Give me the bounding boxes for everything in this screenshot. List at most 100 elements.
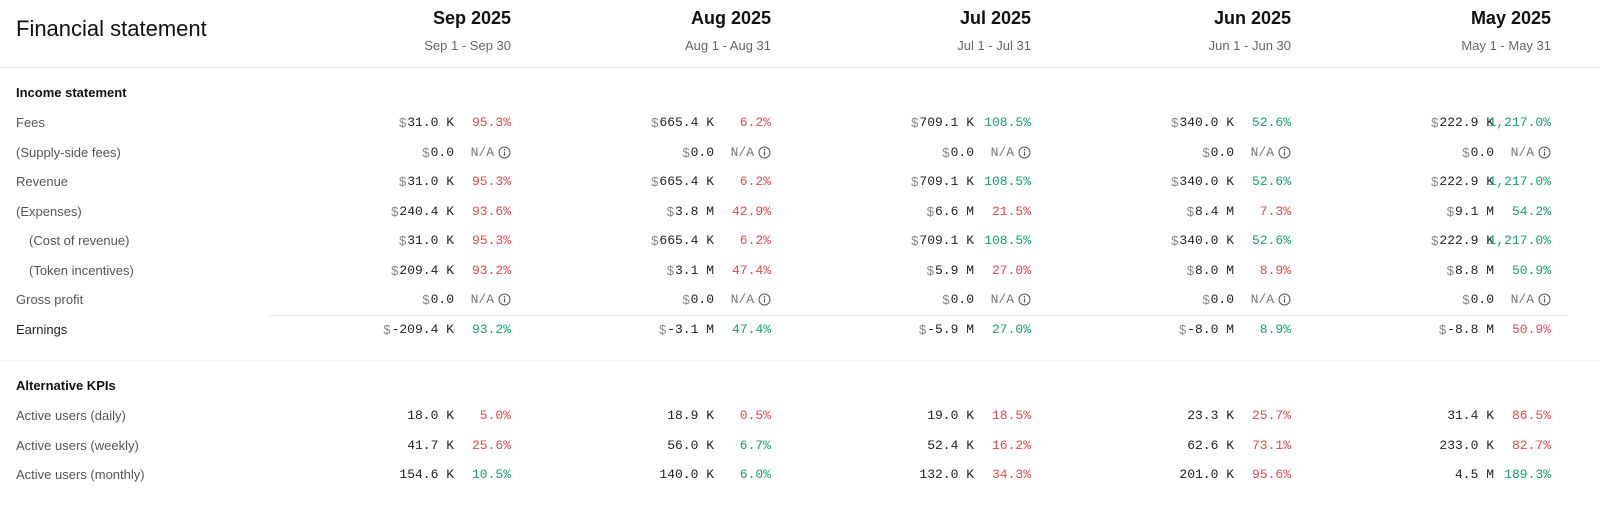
change-text: 25.7% xyxy=(1251,408,1291,424)
change: 34.3% xyxy=(974,467,1031,482)
change: 6.2% xyxy=(714,174,771,189)
change: 95.6% xyxy=(1234,467,1291,482)
change: 108.5% xyxy=(974,174,1031,189)
change-text: 93.2% xyxy=(471,262,511,278)
row: (Expenses) $240.4 K 93.6% $3.8 M 42.9% $6.6 M… xyxy=(0,197,1600,227)
amount: 340.0 K xyxy=(1179,115,1234,131)
row-label: Earnings xyxy=(16,321,68,337)
row: Revenue $31.0 K 95.3% $665.4 K 6.2% $709.1 K 1… xyxy=(0,167,1600,197)
amount: 0.0 xyxy=(430,292,454,308)
cell: $9.1 M 54.2% xyxy=(1291,204,1551,219)
change-text: 27.0% xyxy=(991,321,1031,337)
change: 189.3% xyxy=(1494,467,1551,482)
month: May 2025 xyxy=(1470,8,1551,28)
info-icon[interactable] xyxy=(1538,146,1551,159)
change: 93.2% xyxy=(454,322,511,337)
amount: 4.5 M xyxy=(1454,467,1494,483)
cell: $31.0 K 95.3% xyxy=(251,174,511,189)
date-range: May 1 - May 31 xyxy=(1461,38,1551,53)
change-text: 95.3% xyxy=(471,174,511,190)
change-text: 42.9% xyxy=(731,203,771,219)
change-text: 93.2% xyxy=(471,321,511,337)
cell: $0.0 N/A xyxy=(511,292,771,307)
change: 1,217.0% xyxy=(1489,233,1551,248)
cell: $8.0 M 8.9% xyxy=(1031,263,1291,278)
amount: 5.9 M xyxy=(934,262,974,278)
change: 50.9% xyxy=(1494,322,1551,337)
cell: 31.4 K 86.5% xyxy=(1291,408,1551,423)
amount: 6.6 M xyxy=(934,203,974,219)
cell: 201.0 K 95.6% xyxy=(1031,467,1291,482)
cell: $31.0 K 95.3% xyxy=(251,115,511,130)
change: 93.6% xyxy=(454,204,511,219)
info-icon[interactable] xyxy=(1278,293,1291,306)
info-icon[interactable] xyxy=(758,146,771,159)
cell: $340.0 K 52.6% xyxy=(1031,233,1291,248)
currency: $ xyxy=(1186,203,1194,219)
change: 10.5% xyxy=(454,467,511,482)
change: N/A xyxy=(1234,145,1291,160)
change-text: 27.0% xyxy=(991,262,1031,278)
row-label: Active users (monthly) xyxy=(16,467,145,483)
change-text: 108.5% xyxy=(984,174,1031,190)
info-icon[interactable] xyxy=(1278,146,1291,159)
info-icon[interactable] xyxy=(1538,293,1551,306)
amount: -5.9 M xyxy=(927,321,974,337)
cell: $ -5.9 M 27.0% xyxy=(771,322,1031,337)
cell: $222.9 K 1,217.0% xyxy=(1291,233,1551,248)
change: N/A xyxy=(454,292,511,307)
info-icon[interactable] xyxy=(1018,146,1031,159)
currency: $ xyxy=(398,115,407,131)
currency: $ xyxy=(651,115,659,131)
amount: 19.0 K xyxy=(927,408,974,424)
cell: 52.4 K 16.2% xyxy=(771,438,1031,453)
cell: $ -209.4 K 93.2% xyxy=(251,322,511,337)
change-text: 95.3% xyxy=(471,233,511,249)
info-icon[interactable] xyxy=(758,293,771,306)
cell: $0.0 N/A xyxy=(251,292,511,307)
change: N/A xyxy=(714,145,771,160)
amount: 665.4 K xyxy=(659,233,714,249)
cell: $3.8 M 42.9% xyxy=(511,204,771,219)
amount: 41.7 K xyxy=(407,437,454,453)
cell: 56.0 K 6.7% xyxy=(511,438,771,453)
currency: $ xyxy=(651,233,659,249)
info-icon[interactable] xyxy=(498,146,511,159)
cell: $0.0 N/A xyxy=(1031,145,1291,160)
change: N/A xyxy=(714,292,771,307)
section: Income statement Fees $31.0 K 95.3% $665.4 K… xyxy=(0,68,1600,361)
month: Sep 2025 xyxy=(432,8,511,28)
title: Financial statement xyxy=(16,16,207,41)
amount: 222.9 K xyxy=(1439,174,1494,190)
amount: 340.0 K xyxy=(1179,174,1234,190)
change-text: N/A xyxy=(1250,292,1274,308)
amount: 665.4 K xyxy=(659,174,714,190)
cell: 132.0 K 34.3% xyxy=(771,467,1031,482)
change-text: 6.2% xyxy=(739,115,771,131)
change-text: N/A xyxy=(730,144,754,160)
change: 16.2% xyxy=(974,438,1031,453)
amount: 209.4 K xyxy=(399,262,454,278)
cell: 18.0 K 5.0% xyxy=(251,408,511,423)
currency: $ xyxy=(1202,292,1210,308)
cell: $0.0 N/A xyxy=(1031,292,1291,307)
cell: $ -8.0 M 8.9% xyxy=(1031,322,1291,337)
change-text: 50.9% xyxy=(1511,262,1551,278)
amount: 0.0 xyxy=(1210,144,1234,160)
amount: 222.9 K xyxy=(1439,233,1494,249)
info-icon[interactable] xyxy=(1018,293,1031,306)
currency: $ xyxy=(942,292,950,308)
amount: 0.0 xyxy=(690,144,714,160)
amount: 665.4 K xyxy=(659,115,714,131)
amount: 0.0 xyxy=(1470,292,1494,308)
change: N/A xyxy=(1494,145,1551,160)
header: Financial statement Sep 2025 Sep 1 - Sep … xyxy=(0,0,1600,68)
currency: $ xyxy=(1431,233,1439,249)
info-icon[interactable] xyxy=(498,293,511,306)
change: 54.2% xyxy=(1494,204,1551,219)
row: Active users (weekly) 41.7 K 25.6% 56.0 K 6.… xyxy=(0,431,1600,461)
cell: $0.0 N/A xyxy=(771,292,1031,307)
change-text: 82.7% xyxy=(1511,437,1551,453)
month: Jul 2025 xyxy=(959,8,1031,28)
change: 95.3% xyxy=(454,174,511,189)
